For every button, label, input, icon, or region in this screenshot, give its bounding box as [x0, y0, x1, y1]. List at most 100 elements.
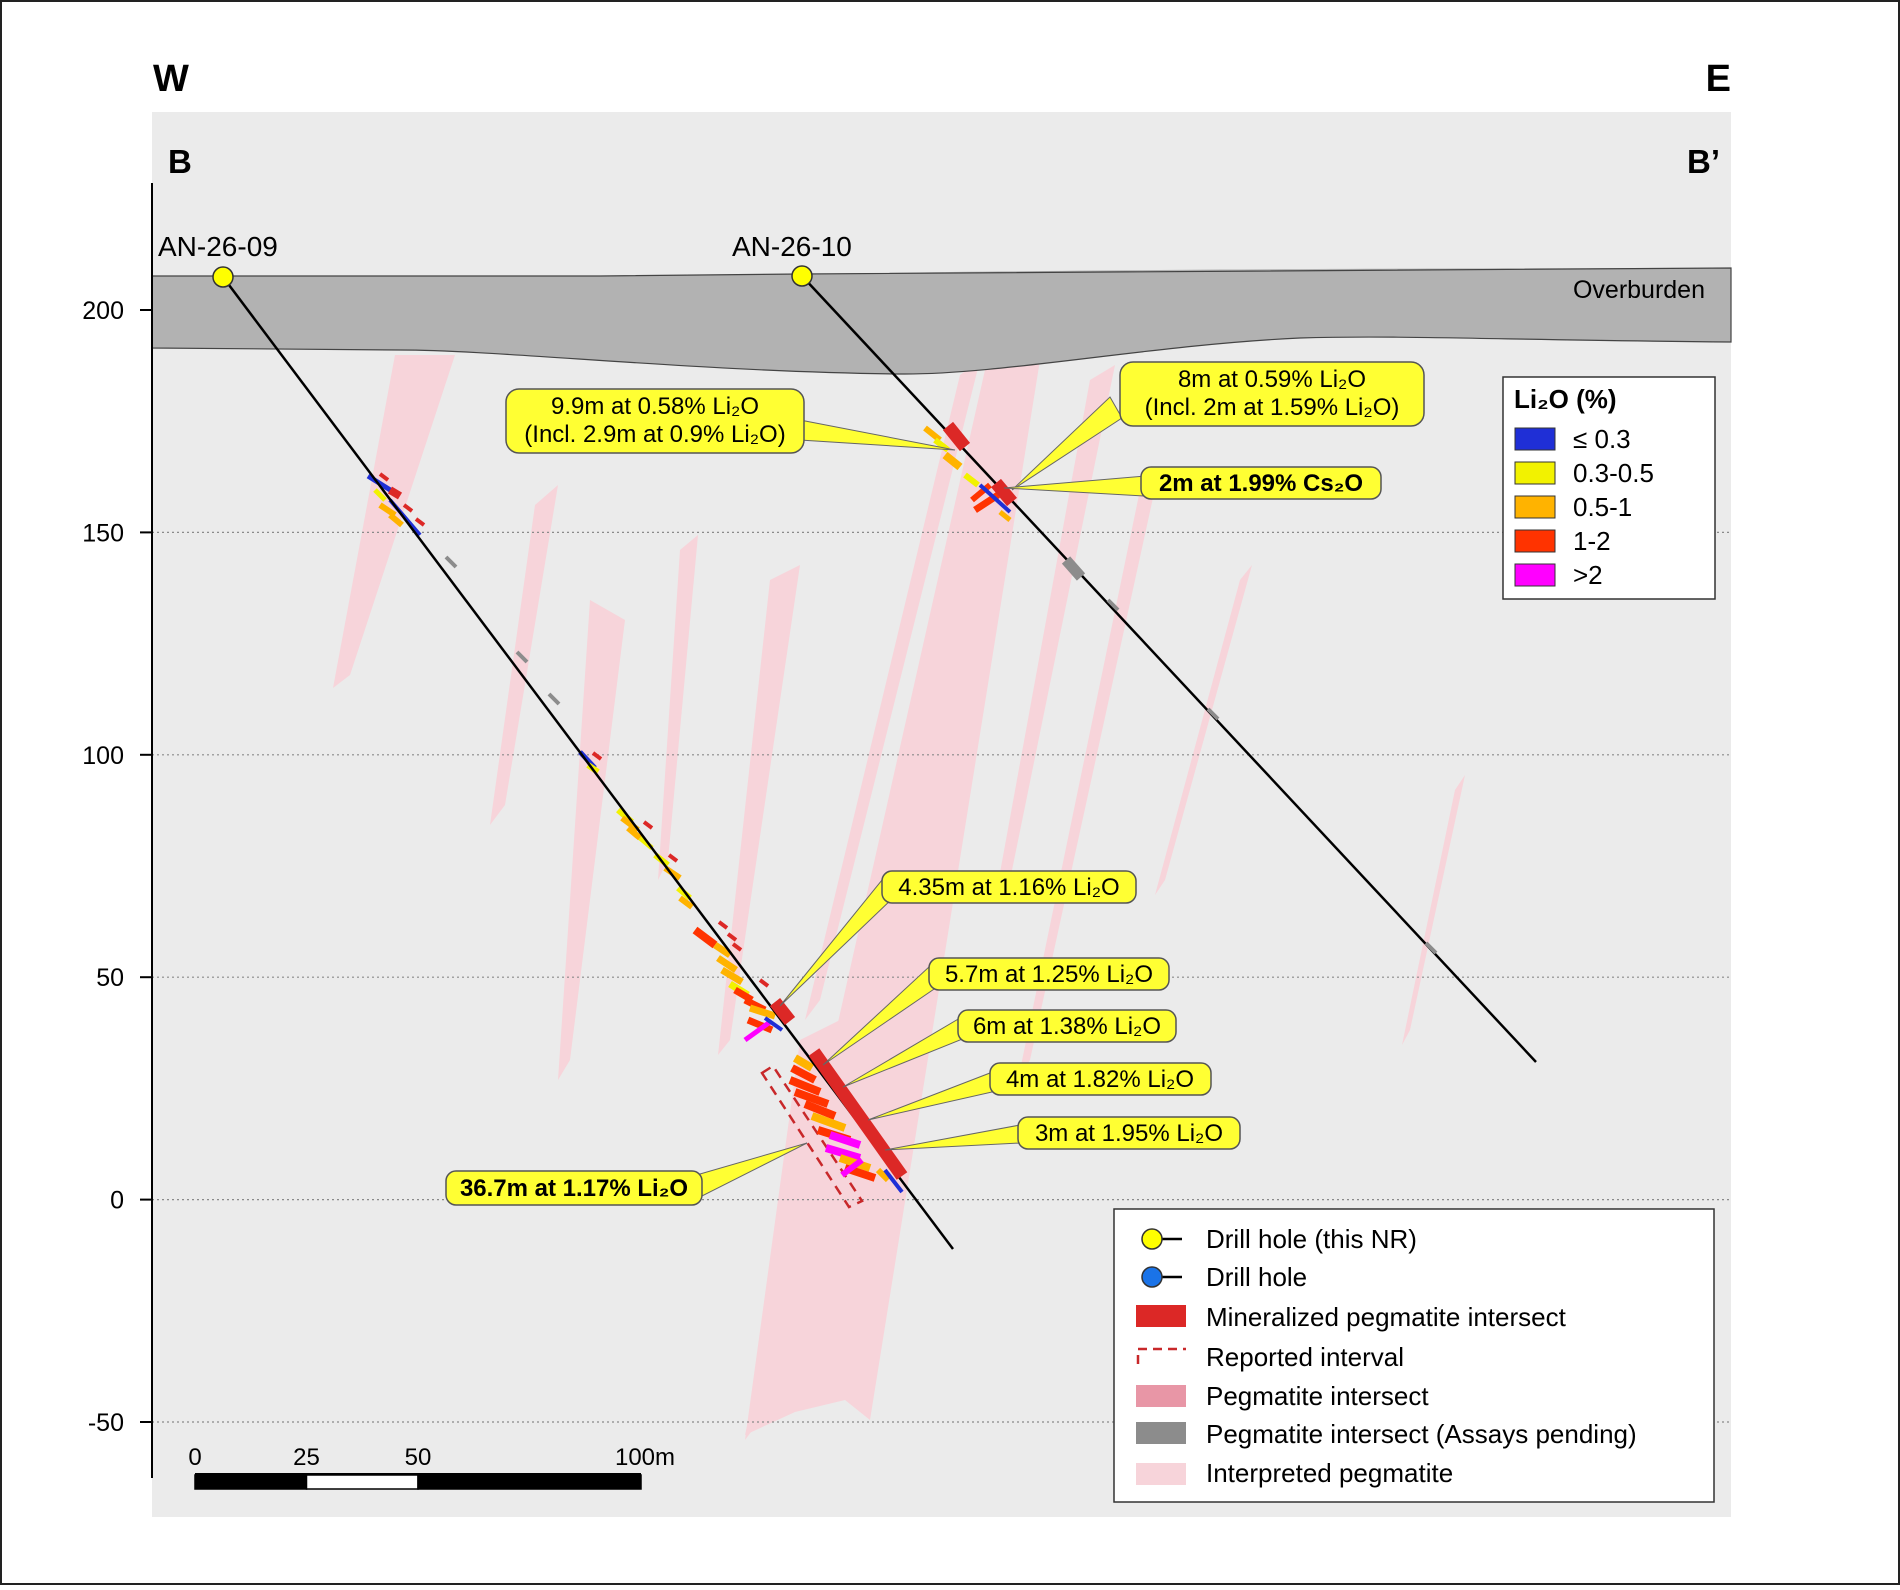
scale-label: 25	[293, 1444, 320, 1471]
pending-tick	[547, 692, 561, 706]
grade-bar	[713, 942, 732, 958]
callout-line: (Incl. 2m at 1.59% Li₂O)	[1145, 394, 1400, 421]
callout-box	[445, 1170, 703, 1206]
grade-label: 0.3-0.5	[1573, 458, 1654, 488]
grade-bar	[963, 472, 980, 488]
interpreted-pegmatite-band	[558, 600, 625, 1080]
y-axis-ticks: 200 150 100 50 0 -50	[82, 297, 152, 1437]
grade-bar	[720, 966, 744, 986]
legend-label: Pegmatite intersect (Assays pending)	[1206, 1419, 1637, 1449]
legend-yellow-collar-icon	[1141, 1228, 1163, 1250]
grade-bar	[763, 1016, 784, 1032]
callout-5: 5.7m at 1.25% Li₂O	[928, 957, 1170, 991]
pending-tick	[1106, 598, 1120, 612]
callout-line: 2m at 1.99% Cs₂O	[1159, 470, 1363, 497]
trace-ticks	[378, 472, 1438, 988]
grade-bar	[875, 1167, 891, 1183]
grade-bar	[978, 483, 1012, 514]
callout-box	[1119, 361, 1425, 427]
section-start-label: B	[168, 143, 192, 180]
interpreted-pegmatite-band	[658, 535, 698, 880]
grade-bar	[840, 1157, 864, 1178]
callout-box	[1017, 1116, 1241, 1150]
y-tick-label: -50	[88, 1409, 124, 1437]
callout-3: 2m at 1.99% Cs₂O	[1140, 466, 1382, 500]
grade-bar	[792, 1054, 815, 1072]
callout-line: 6m at 1.38% Li₂O	[973, 1013, 1161, 1040]
mineral-tick	[758, 978, 770, 988]
pending-tick	[1206, 707, 1220, 721]
legend-label: Drill hole	[1206, 1262, 1307, 1292]
mineral-tick	[402, 503, 414, 513]
y-tick-label: 150	[82, 519, 124, 547]
callout-7: 4m at 1.82% Li₂O	[989, 1062, 1212, 1096]
callout-4: 4.35m at 1.16% Li₂O	[881, 870, 1137, 904]
grade-swatch	[1514, 461, 1556, 485]
interpreted-pegmatite-band	[490, 485, 558, 825]
grade-legend: Li₂O (%) ≤ 0.3 0.3-0.5 0.5-1 1-2 >2	[1502, 376, 1716, 600]
grade-swatch	[1514, 495, 1556, 519]
callout-box	[1140, 466, 1382, 500]
grade-bar	[790, 1064, 817, 1084]
grade-bar	[788, 1076, 822, 1096]
mineral-tick	[642, 820, 654, 830]
grade-bar	[626, 825, 642, 841]
callout-1: 9.9m at 0.58% Li₂O (Incl. 2.9m at 0.9% L…	[505, 388, 805, 454]
symbol-legend: Drill hole (this NR) Drill hole Minerali…	[1113, 1208, 1715, 1503]
pending-intersect	[1061, 556, 1086, 581]
callout-2: 8m at 0.59% Li₂O (Incl. 2m at 1.59% Li₂O…	[1119, 361, 1425, 427]
callout-line: (Incl. 2.9m at 0.9% Li₂O)	[524, 421, 785, 448]
legend-label: Reported interval	[1206, 1342, 1404, 1372]
interpreted-pegmatite-band	[995, 365, 1115, 900]
scale-top-line	[195, 1473, 641, 1475]
callout-line: 4.35m at 1.16% Li₂O	[898, 874, 1119, 901]
symbol-legend-box	[1113, 1208, 1715, 1503]
collar-an-26-09	[212, 266, 234, 288]
overburden-layer	[151, 267, 1732, 375]
mineral-tick	[378, 472, 390, 482]
mineralized-intersect	[942, 421, 971, 452]
callout-box	[957, 1009, 1177, 1043]
grade-bar	[373, 488, 387, 502]
pending-tick	[515, 650, 529, 664]
callout-box	[505, 388, 805, 454]
reported-interval-box	[760, 1064, 864, 1209]
grade-bar	[748, 1004, 777, 1020]
grade-label: >2	[1573, 560, 1603, 590]
grade-bar	[998, 510, 1012, 522]
grade-bar	[923, 425, 942, 443]
mineral-tick	[726, 932, 738, 942]
grade-bar	[692, 926, 718, 949]
collar-an-26-10	[791, 265, 813, 287]
grade-bar	[824, 1144, 862, 1162]
callout-pointer	[1011, 396, 1123, 491]
callout-6: 6m at 1.38% Li₂O	[957, 1009, 1177, 1043]
scale-label: 100m	[615, 1444, 675, 1471]
callout-box	[881, 870, 1137, 904]
drill-trace-an-26-10	[801, 275, 1537, 1063]
callout-9: 36.7m at 1.17% Li₂O	[445, 1170, 703, 1206]
callout-line: 5.7m at 1.25% Li₂O	[945, 961, 1153, 988]
scale-segment	[305, 1474, 419, 1490]
callout-box	[989, 1062, 1212, 1096]
mineralized-intersect	[991, 478, 1017, 507]
pending-tick	[1424, 941, 1438, 955]
grade-bar	[803, 1100, 837, 1120]
section-end-label: B’	[1687, 143, 1720, 180]
callout-line: 3m at 1.95% Li₂O	[1035, 1120, 1223, 1147]
interpreted-pegmatite-band	[718, 565, 800, 1055]
hole-label-an-26-09: AN-26-09	[158, 231, 278, 262]
y-tick-label: 50	[96, 964, 124, 992]
legend-label: Interpreted pegmatite	[1206, 1458, 1453, 1488]
callout-box	[928, 957, 1170, 991]
mineralized-intersect	[769, 997, 796, 1026]
grade-legend-box	[1502, 376, 1716, 600]
y-tick-label: 200	[82, 297, 124, 325]
mineral-tick	[591, 751, 603, 761]
legend-label: Mineralized pegmatite intersect	[1206, 1302, 1567, 1332]
grade-bar	[793, 1088, 830, 1108]
legend-label: Pegmatite intersect	[1206, 1381, 1429, 1411]
west-label: W	[153, 58, 189, 100]
